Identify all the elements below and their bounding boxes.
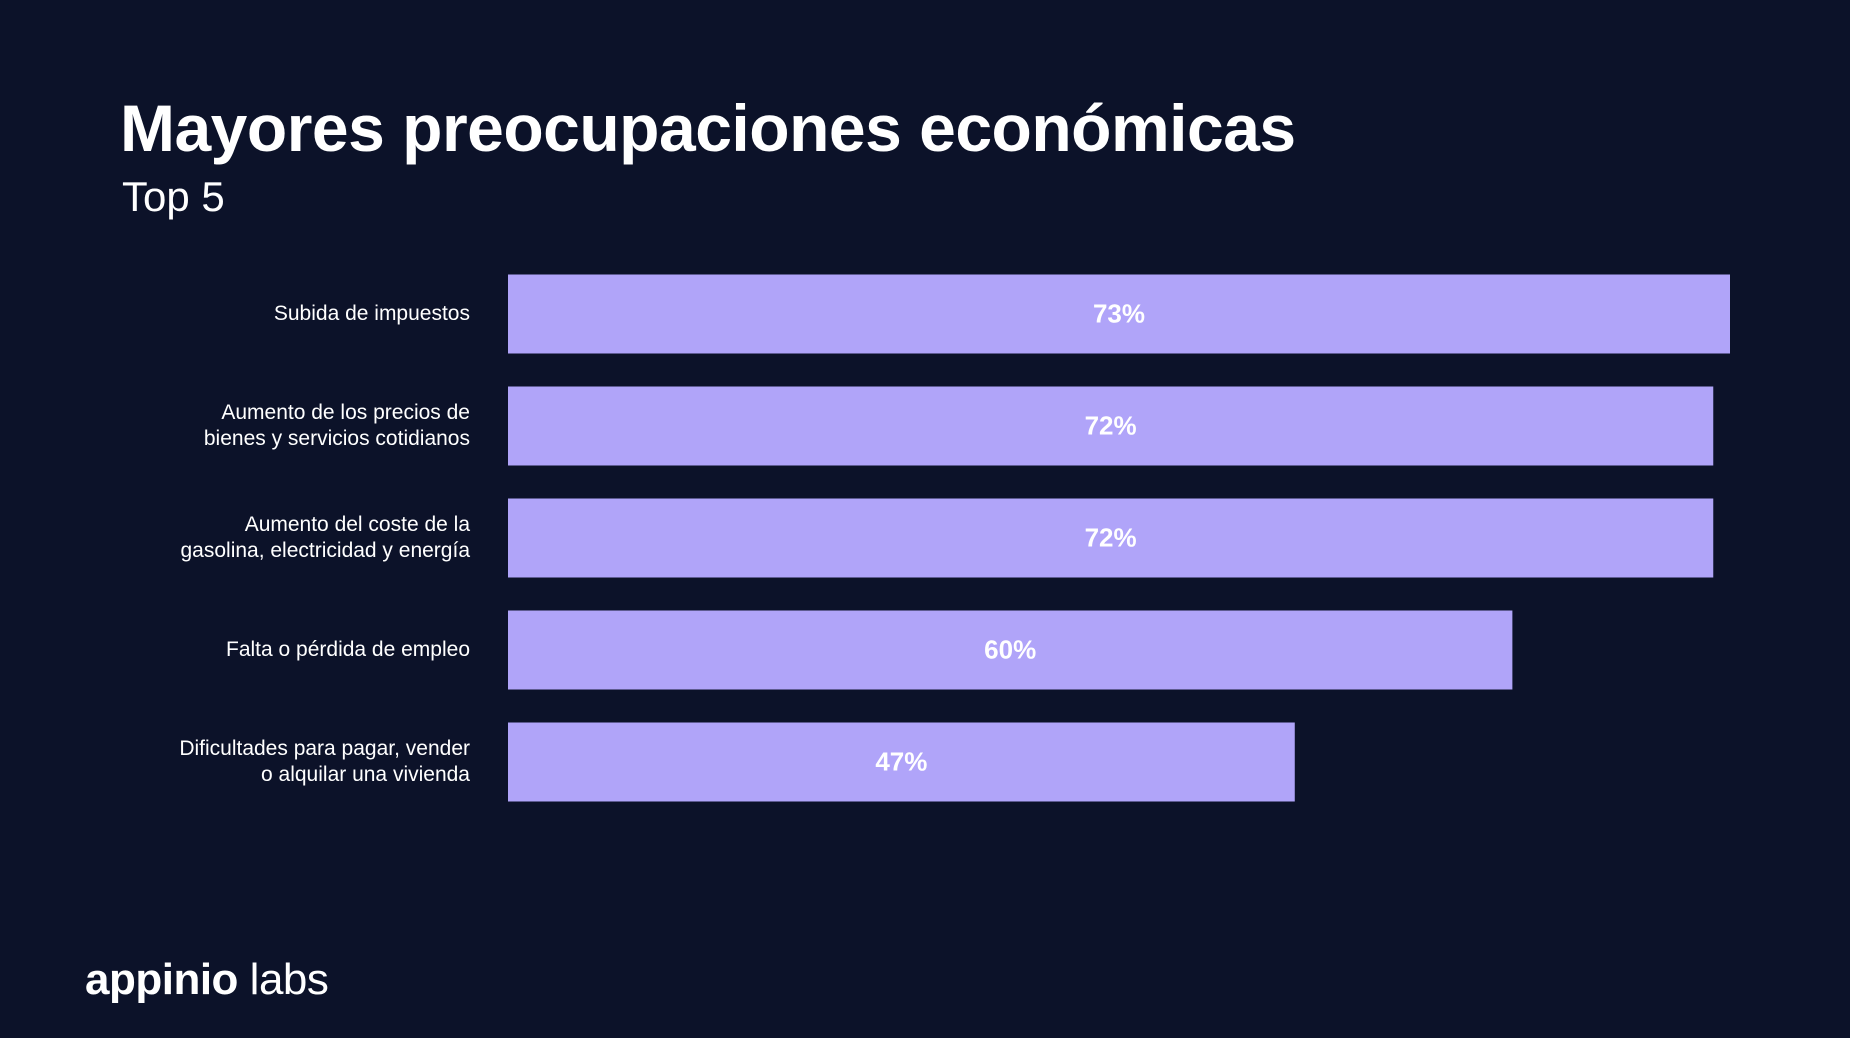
bar-value-label: 47% [875,746,928,777]
chart-title: Mayores preocupaciones económicas [120,91,1296,165]
bar-2 [508,386,1714,466]
appinio-labs-logo: appinio labs [85,955,329,1004]
bar-value-label: 72% [1084,410,1137,441]
bar-value-label: 60% [984,634,1037,665]
bar-value-label: 73% [1092,298,1146,329]
category-label: Falta o pérdida de empleo [226,638,470,661]
category-label: Aumento de los precios de bienes y servic… [203,401,470,450]
bar-1 [508,274,1730,354]
chart-subtitle: Top 5 [122,173,225,220]
category-label: Dificultades para pagar, vender o alquila… [179,737,470,786]
bar-5 [508,722,1295,802]
category-label: Aumento del coste de la gasolina, electri… [180,513,470,562]
logo-text-labs: labs [237,955,329,1004]
bar-3 [508,498,1714,578]
logo-text-appinio: appinio [85,955,238,1004]
category-label: Subida de impuestos [273,302,470,325]
bar-value-label: 72% [1084,522,1137,553]
bar-4 [508,610,1513,690]
